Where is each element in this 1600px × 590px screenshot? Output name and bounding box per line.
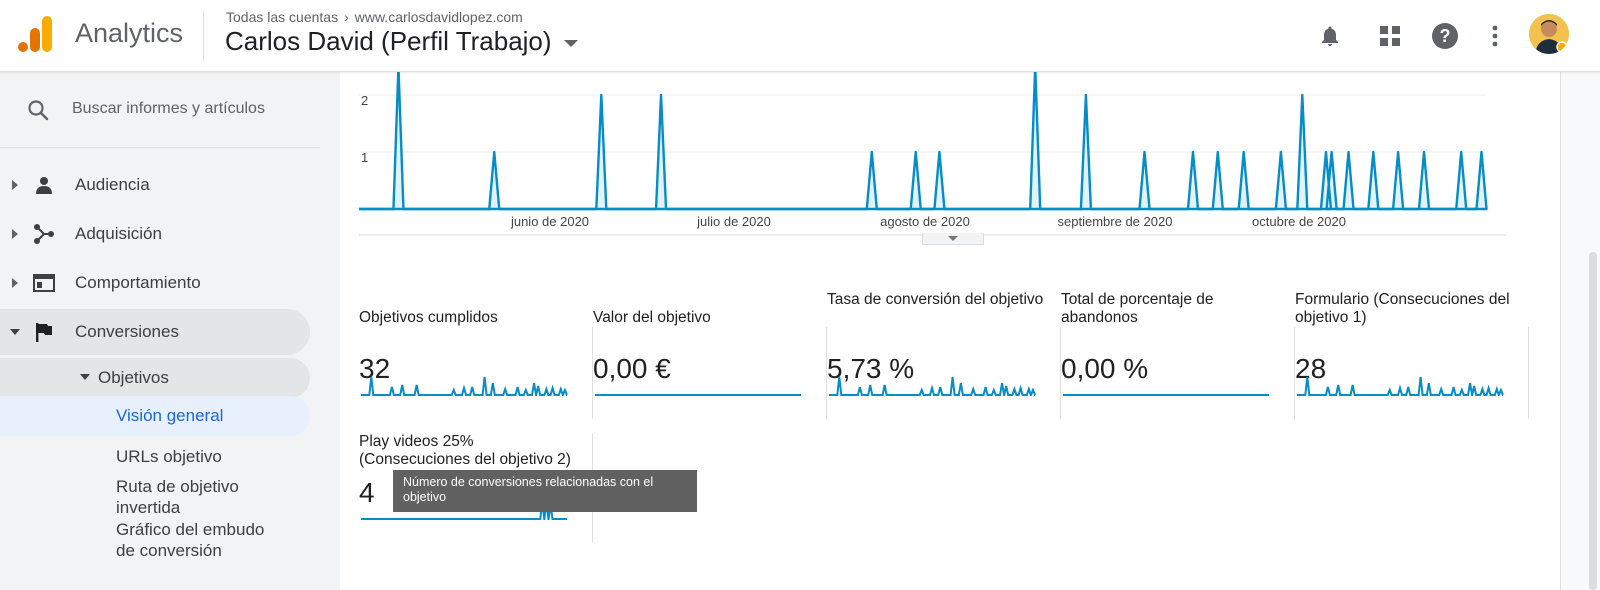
series-area xyxy=(359,72,1487,209)
y-tick-label: 1 xyxy=(361,150,368,165)
sidebar-item-label: Audiencia xyxy=(75,175,150,194)
goals-chart: 2 1 junio de 2020 julio de 2020 agosto de 20… xyxy=(359,72,1506,236)
sidebar-item-comportamiento[interactable]: Comportamiento xyxy=(0,260,340,306)
caret-down-icon xyxy=(563,40,578,47)
sparkline-line xyxy=(829,376,1036,396)
sidebar-item-label: Visión general xyxy=(116,406,224,425)
acquisition-icon xyxy=(32,222,56,246)
metric-label: Tasa de conversión del objetivo xyxy=(827,291,1044,308)
metric-divider xyxy=(1528,327,1529,419)
sparkline xyxy=(361,376,568,396)
x-tick-label: septiembre de 2020 xyxy=(1058,214,1173,229)
scrollbar[interactable] xyxy=(1561,72,1600,590)
search-bar xyxy=(0,72,320,148)
metric-porcentaje-abandonos[interactable]: Total de porcentaje de abandonos 0,00 % xyxy=(1061,291,1295,419)
metric-label: Objetivos cumplidos xyxy=(359,309,498,326)
search-icon[interactable] xyxy=(26,98,50,122)
person-icon xyxy=(32,173,56,197)
metric-divider xyxy=(592,327,593,419)
help-icon[interactable]: ? xyxy=(1429,20,1461,52)
metric-play-videos[interactable]: Play videos 25% (Consecuciones del objet… xyxy=(359,433,593,543)
metric-divider xyxy=(1060,327,1061,419)
sidebar-item-audiencia[interactable]: Audiencia xyxy=(0,162,340,208)
sidebar-item-label: Adquisición xyxy=(75,224,162,243)
sidebar-item-label: Comportamiento xyxy=(75,273,201,292)
behavior-icon xyxy=(32,271,56,295)
apps-grid-icon[interactable] xyxy=(1374,20,1406,52)
bell-icon[interactable] xyxy=(1314,20,1346,52)
avatar[interactable] xyxy=(1529,14,1569,54)
sidebar: Audiencia Adquisición Comportamiento Con… xyxy=(0,72,340,590)
metric-formulario[interactable]: Formulario (Consecuciones del objetivo 1… xyxy=(1295,291,1529,419)
metric-value: 32 xyxy=(359,353,391,384)
sidebar-item-ruta-objetivo[interactable]: Ruta de objetivo invertida xyxy=(116,477,239,517)
search-input[interactable] xyxy=(72,94,312,124)
profile-selector[interactable]: Carlos David (Perfil Trabajo) xyxy=(225,26,578,57)
chevron-right-icon xyxy=(12,229,18,239)
sparkline-line xyxy=(361,376,568,396)
sidebar-item-vision-general[interactable]: Visión general xyxy=(0,396,310,436)
x-tick-label: junio de 2020 xyxy=(510,214,589,229)
breadcrumb-property[interactable]: www.carlosdavidlopez.com xyxy=(354,9,523,25)
chevron-right-icon xyxy=(12,180,18,190)
breadcrumb-separator: › xyxy=(344,9,349,25)
chevron-down-icon xyxy=(10,329,20,335)
metric-label: Formulario (Consecuciones del objetivo 1… xyxy=(1295,291,1510,326)
sidebar-item-conversiones[interactable]: Conversiones xyxy=(0,309,310,355)
x-tick-label: julio de 2020 xyxy=(696,214,771,229)
sparkline xyxy=(829,376,1036,396)
sidebar-item-urls-objetivo[interactable]: URLs objetivo xyxy=(116,447,222,466)
x-tick-label: octubre de 2020 xyxy=(1252,214,1346,229)
sparkline xyxy=(595,394,801,396)
more-vert-icon[interactable] xyxy=(1479,20,1511,52)
tooltip: Número de conversiones relacionadas con … xyxy=(393,470,697,512)
top-header: Analytics Todas las cuentas › www.carlos… xyxy=(0,0,1600,72)
svg-text:?: ? xyxy=(1440,26,1451,46)
metric-divider xyxy=(1294,327,1295,419)
metric-value: 0,00 % xyxy=(1061,353,1149,384)
metric-label: Total de porcentaje de abandonos xyxy=(1061,291,1214,326)
metric-valor-objetivo[interactable]: Valor del objetivo 0,00 € xyxy=(593,309,827,419)
metric-label: Valor del objetivo xyxy=(593,309,711,326)
header-divider xyxy=(203,12,204,60)
profile-name: Carlos David (Perfil Trabajo) xyxy=(225,26,552,56)
scrollbar-thumb[interactable] xyxy=(1589,252,1597,590)
metric-objetivos-cumplidos[interactable]: Objetivos cumplidos 32 xyxy=(359,309,593,419)
metric-label: Play videos 25% (Consecuciones del objet… xyxy=(359,433,571,468)
x-tick-label: agosto de 2020 xyxy=(880,214,970,229)
series-line xyxy=(359,72,1488,211)
chevron-down-icon xyxy=(948,236,958,241)
chevron-down-icon xyxy=(80,374,90,380)
metric-value: 0,00 € xyxy=(593,353,671,384)
metric-divider xyxy=(826,327,827,419)
sparkline-line xyxy=(1297,376,1504,396)
sidebar-item-label: Objetivos xyxy=(98,368,169,387)
sparkline xyxy=(1063,394,1269,396)
sidebar-item-objetivos[interactable]: Objetivos xyxy=(0,358,310,398)
expand-chart-button[interactable] xyxy=(922,233,984,245)
analytics-logo-icon xyxy=(18,16,52,52)
metric-value: 5,73 % xyxy=(827,353,915,384)
breadcrumb[interactable]: Todas las cuentas › www.carlosdavidlopez… xyxy=(226,9,523,25)
sidebar-item-label: Conversiones xyxy=(75,322,179,341)
flag-icon xyxy=(32,320,56,344)
main-content: 2 1 junio de 2020 julio de 2020 agosto de 20… xyxy=(340,72,1560,590)
breadcrumb-account[interactable]: Todas las cuentas xyxy=(226,9,339,25)
sidebar-item-adquisicion[interactable]: Adquisición xyxy=(0,211,340,257)
sparkline xyxy=(1297,376,1504,396)
content-border xyxy=(1560,72,1561,590)
app-name: Analytics xyxy=(75,18,184,48)
metric-tasa-conversion[interactable]: Tasa de conversión del objetivo 5,73 % xyxy=(827,291,1061,419)
chevron-right-icon xyxy=(12,278,18,288)
y-tick-label: 2 xyxy=(361,93,368,108)
metric-value: 4 xyxy=(359,477,375,508)
sidebar-item-grafico-embudo[interactable]: Gráfico del embudo de conversión xyxy=(116,520,265,560)
metric-value: 28 xyxy=(1295,353,1327,384)
